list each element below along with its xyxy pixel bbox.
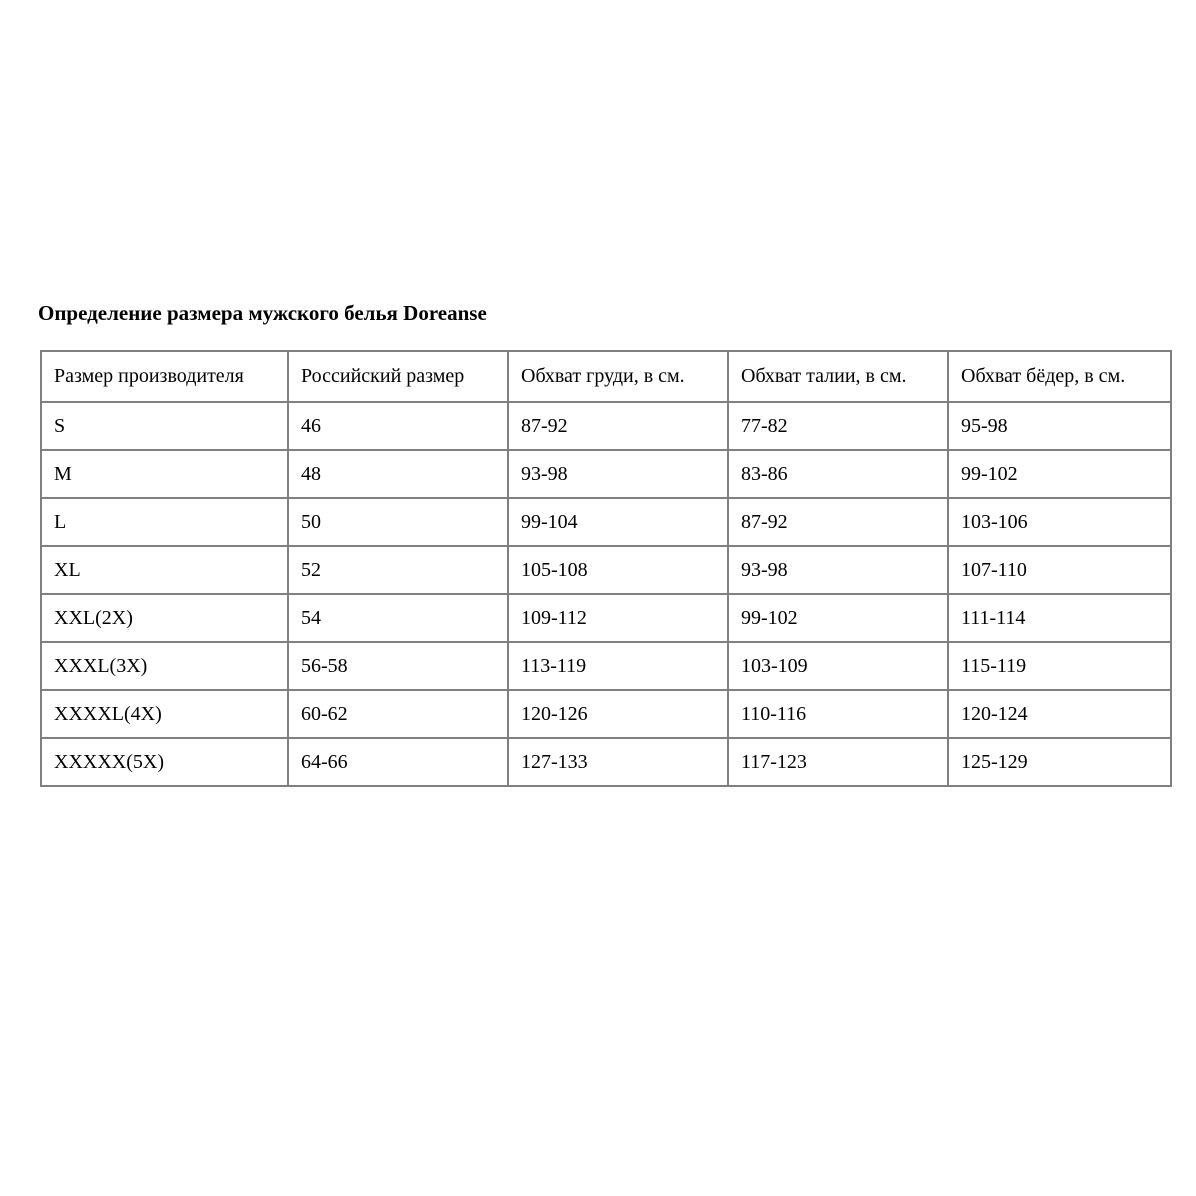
table-cell: 99-102 <box>947 449 1172 499</box>
table-cell: XXXXX(5X) <box>40 737 289 787</box>
column-header: Размер производителя <box>40 350 289 403</box>
column-header: Российский размер <box>287 350 509 403</box>
table-row: XL 52 105-108 93-98 107-110 <box>40 545 1172 595</box>
table-body: S 46 87-92 77-82 95-98 M 48 93-98 83-86 99-102 L 50… <box>40 401 1172 787</box>
table-cell: 120-124 <box>947 689 1172 739</box>
table-cell: 103-106 <box>947 497 1172 547</box>
table-cell: 56-58 <box>287 641 509 691</box>
table-cell: 109-112 <box>507 593 729 643</box>
table-cell: 110-116 <box>727 689 949 739</box>
table-cell: 99-104 <box>507 497 729 547</box>
table-row: XXXXL(4X) 60-62 120-126 110-116 120-124 <box>40 689 1172 739</box>
table-cell: 120-126 <box>507 689 729 739</box>
table-cell: 54 <box>287 593 509 643</box>
table-cell: 83-86 <box>727 449 949 499</box>
column-header: Обхват бёдер, в см. <box>947 350 1172 403</box>
table-cell: 77-82 <box>727 401 949 451</box>
column-header: Обхват талии, в см. <box>727 350 949 403</box>
table-cell: S <box>40 401 289 451</box>
table-cell: 103-109 <box>727 641 949 691</box>
table-header-row: Размер производителя Российский размер Обх… <box>40 350 1172 403</box>
table-cell: 60-62 <box>287 689 509 739</box>
table-cell: 48 <box>287 449 509 499</box>
table-cell: 127-133 <box>507 737 729 787</box>
page-title: Определение размера мужского белья Dorea… <box>38 301 487 325</box>
table-cell: 93-98 <box>727 545 949 595</box>
table-row: XXXXX(5X) 64-66 127-133 117-123 125-129 <box>40 737 1172 787</box>
table-row: XXXL(3X) 56-58 113-119 103-109 115-119 <box>40 641 1172 691</box>
table-cell: 113-119 <box>507 641 729 691</box>
table-cell: 105-108 <box>507 545 729 595</box>
table-row: XXL(2X) 54 109-112 99-102 111-114 <box>40 593 1172 643</box>
table-cell: XL <box>40 545 289 595</box>
table-cell: L <box>40 497 289 547</box>
table-cell: 87-92 <box>727 497 949 547</box>
table-cell: 117-123 <box>727 737 949 787</box>
table-cell: 52 <box>287 545 509 595</box>
table-cell: XXXL(3X) <box>40 641 289 691</box>
table-cell: 50 <box>287 497 509 547</box>
table-cell: XXXXL(4X) <box>40 689 289 739</box>
table-row: M 48 93-98 83-86 99-102 <box>40 449 1172 499</box>
table-cell: 111-114 <box>947 593 1172 643</box>
table-row: S 46 87-92 77-82 95-98 <box>40 401 1172 451</box>
size-chart-table: Размер производителя Российский размер Обх… <box>40 350 1172 787</box>
table-row: L 50 99-104 87-92 103-106 <box>40 497 1172 547</box>
table-cell: 93-98 <box>507 449 729 499</box>
table-cell: 107-110 <box>947 545 1172 595</box>
table-cell: 95-98 <box>947 401 1172 451</box>
column-header: Обхват груди, в см. <box>507 350 729 403</box>
table-cell: 64-66 <box>287 737 509 787</box>
table-cell: M <box>40 449 289 499</box>
table-cell: 87-92 <box>507 401 729 451</box>
table-cell: 115-119 <box>947 641 1172 691</box>
table-cell: 46 <box>287 401 509 451</box>
table-cell: XXL(2X) <box>40 593 289 643</box>
table-cell: 99-102 <box>727 593 949 643</box>
table-cell: 125-129 <box>947 737 1172 787</box>
